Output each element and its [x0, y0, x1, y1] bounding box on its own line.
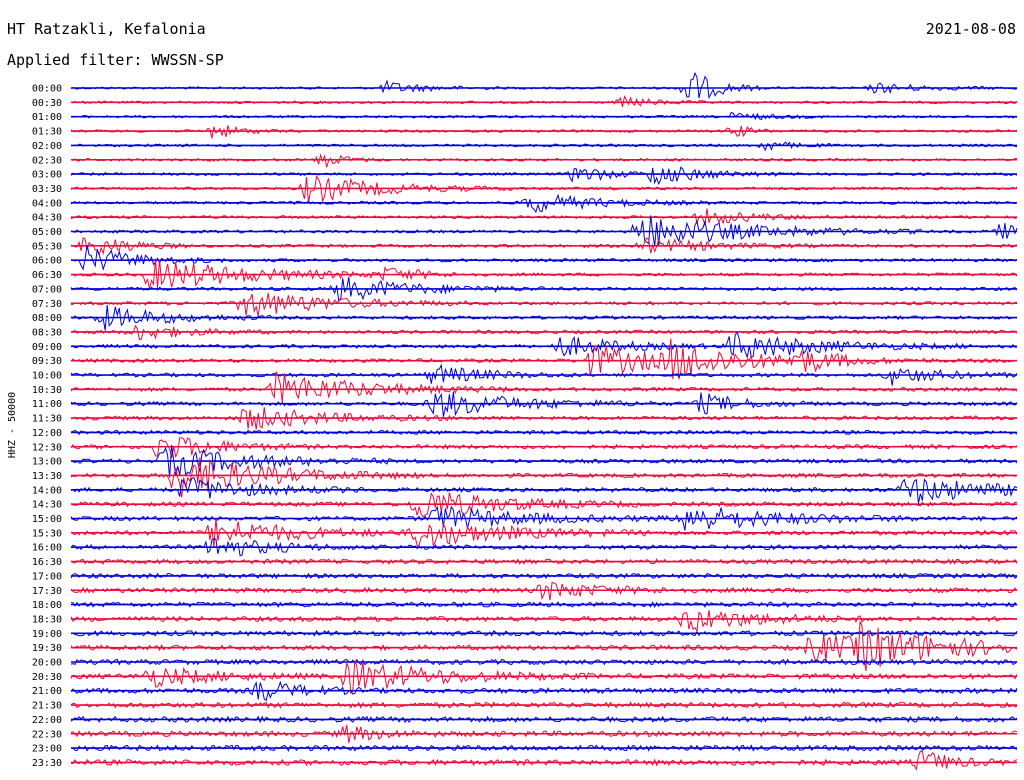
- seismic-trace-row: [70, 292, 1017, 317]
- seismic-trace-row: [70, 581, 1018, 601]
- row-time-label: 12:00: [32, 428, 62, 439]
- row-time-label: 20:00: [32, 658, 62, 669]
- row-time-label: 10:00: [32, 371, 62, 382]
- row-time-label: 02:00: [32, 141, 62, 152]
- row-time-label: 23:30: [32, 758, 62, 769]
- row-time-label: 21:30: [32, 701, 62, 712]
- row-time-label: 11:00: [32, 399, 62, 410]
- row-time-label: 03:30: [32, 184, 62, 195]
- row-time-label: 13:00: [32, 457, 62, 468]
- row-time-label: 12:30: [32, 442, 62, 453]
- row-time-label: 14:30: [32, 500, 62, 511]
- station-title: HT Ratzakli, Kefalonia: [7, 20, 206, 38]
- row-time-label: 21:00: [32, 686, 62, 697]
- seismic-trace-row: [70, 750, 1018, 771]
- filter-label: Applied filter: WWSSN-SP: [7, 51, 224, 69]
- row-time-label: 06:30: [32, 270, 62, 281]
- row-time-label: 08:30: [32, 327, 62, 338]
- seismic-trace-row: [70, 658, 1018, 666]
- row-time-label: 16:00: [32, 543, 62, 554]
- row-time-label: 04:00: [32, 198, 62, 209]
- row-time-label: 04:30: [32, 213, 62, 224]
- record-date: 2021-08-08: [925, 20, 1016, 38]
- row-time-label: 18:30: [32, 614, 62, 625]
- seismic-trace-row: [70, 444, 1018, 478]
- row-time-label: 17:30: [32, 586, 62, 597]
- row-time-label: 09:00: [32, 342, 62, 353]
- seismic-trace-row: [70, 174, 1018, 204]
- seismic-trace-row: [70, 338, 1018, 380]
- row-time-label: 13:30: [32, 471, 62, 482]
- row-time-label: 16:30: [32, 557, 62, 568]
- seismic-trace-row: [70, 244, 1018, 271]
- row-time-label: 20:30: [32, 672, 62, 683]
- row-time-label: 09:30: [32, 356, 62, 367]
- seismic-trace-row: [70, 621, 1018, 672]
- row-time-label: 02:30: [32, 155, 62, 166]
- row-time-label: 14:00: [32, 485, 62, 496]
- row-time-label: 08:00: [32, 313, 62, 324]
- channel-label: HHZ - 50000: [7, 392, 18, 458]
- row-time-label: 00:00: [32, 84, 62, 95]
- row-time-label: 07:30: [32, 299, 62, 310]
- seismic-trace-row: [70, 71, 1018, 100]
- seismic-trace-row: [70, 610, 1018, 633]
- row-time-label: 23:00: [32, 744, 62, 755]
- row-time-label: 22:30: [32, 729, 62, 740]
- row-time-label: 11:30: [32, 414, 62, 425]
- row-time-label: 15:00: [32, 514, 62, 525]
- row-time-label: 22:00: [32, 715, 62, 726]
- seismic-trace-row: [70, 258, 1018, 289]
- seismic-trace-row: [70, 538, 1018, 557]
- row-label-group: 00:00 00:30 01:00 01:30 02:00 02:30 03:00 03:30…: [32, 84, 62, 769]
- row-time-label: 18:00: [32, 600, 62, 611]
- row-time-label: 05:30: [32, 241, 62, 252]
- row-time-label: 00:30: [32, 98, 62, 109]
- row-time-label: 07:00: [32, 284, 62, 295]
- row-time-label: 17:00: [32, 571, 62, 582]
- row-time-label: 03:00: [32, 170, 62, 181]
- row-time-label: 19:30: [32, 643, 62, 654]
- row-time-label: 15:30: [32, 528, 62, 539]
- row-time-label: 19:00: [32, 629, 62, 640]
- trace-group: [70, 71, 1018, 771]
- seismic-trace-row: [70, 153, 1018, 168]
- seismic-trace-row: [70, 437, 1018, 459]
- row-time-label: 05:00: [32, 227, 62, 238]
- row-time-label: 10:30: [32, 385, 62, 396]
- row-time-label: 01:00: [32, 112, 62, 123]
- seismic-trace-row: [70, 331, 1018, 360]
- row-time-label: 01:30: [32, 127, 62, 138]
- seismic-trace-row: [70, 601, 1018, 609]
- seismic-trace-row: [70, 166, 1018, 186]
- row-time-label: 06:00: [32, 256, 62, 267]
- seismic-trace-row: [70, 457, 1018, 498]
